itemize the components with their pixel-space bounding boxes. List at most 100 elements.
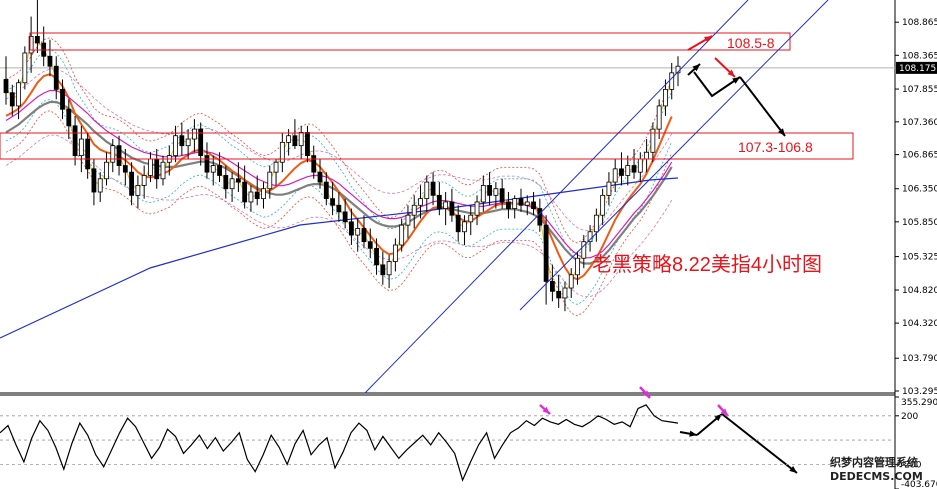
candle-body <box>600 194 606 216</box>
candle-body <box>349 221 354 236</box>
candle-body <box>217 165 222 176</box>
candle-body <box>543 224 549 282</box>
candle-body <box>625 165 631 176</box>
candle-body <box>229 178 235 190</box>
candle-body <box>512 198 518 209</box>
candle-body <box>669 72 675 90</box>
arrow-zigzag <box>693 71 741 98</box>
lower-band-red <box>5 110 673 317</box>
candle-body <box>279 141 285 163</box>
lower-band-pink <box>5 134 673 298</box>
watermark-line1: 织梦内容管理系统 <box>830 455 918 469</box>
arrow-red-down-head <box>727 69 735 77</box>
candle-body <box>267 171 273 190</box>
channel-line-lower <box>519 0 829 311</box>
price-tick-label: 108.365 <box>902 51 937 61</box>
candle-body <box>116 145 122 166</box>
candle-body <box>593 214 599 233</box>
lower-zone-box <box>0 132 854 160</box>
candle-body <box>305 132 310 157</box>
candle-body <box>537 208 543 226</box>
upper-band-teal <box>5 48 673 255</box>
price-tick-label: 103.295 <box>902 387 937 397</box>
cci-line <box>0 404 679 482</box>
watermark-line2: DEDECMS.COM <box>830 470 923 483</box>
candle-body <box>575 257 580 276</box>
candle-body <box>141 175 147 186</box>
candle-body <box>78 138 84 157</box>
candle-body <box>619 168 624 176</box>
candle-body <box>66 108 72 127</box>
candle-body <box>424 181 430 200</box>
cci-tick-label: 355.2906 <box>901 398 937 408</box>
candle-body <box>644 151 649 160</box>
price-grid <box>0 0 896 489</box>
candle-body <box>449 201 455 216</box>
candle-body <box>110 145 116 163</box>
candle-body <box>3 79 9 94</box>
candle-body <box>122 165 128 173</box>
candle-body <box>97 178 103 193</box>
candle-body <box>342 211 348 223</box>
cci-tick-label: -403.670 <box>901 480 937 489</box>
candle-body <box>418 198 423 206</box>
cci-panel: 355.2906 200 -200 -403.670 <box>0 396 937 489</box>
cci-magenta-marker-head <box>720 408 728 416</box>
candle-body <box>254 191 260 200</box>
candle-body <box>656 105 662 130</box>
current-price-box <box>896 61 937 74</box>
candle-body <box>210 165 216 173</box>
candle-body <box>581 241 587 259</box>
candle-body <box>386 261 392 276</box>
candle-body <box>292 135 298 147</box>
candle-body <box>72 125 78 157</box>
candle-body <box>179 135 185 147</box>
price-tick-label: 103.790 <box>902 354 937 364</box>
candle-body <box>273 161 279 173</box>
candle-body <box>493 188 499 196</box>
cci-arrow-down-head <box>789 465 797 473</box>
price-tick-label: 107.360 <box>902 118 937 128</box>
price-axis: 108.865 108.365 107.855 107.360 106.865 106.3… <box>895 18 937 397</box>
candle-body <box>430 181 436 196</box>
candle-body <box>148 158 153 176</box>
price-tick-label: 107.855 <box>902 85 937 95</box>
price-tick-label: 108.865 <box>902 18 937 28</box>
candle-body <box>506 201 511 209</box>
candle-body <box>587 231 593 243</box>
overlays-layer <box>0 0 854 474</box>
candle-body <box>135 185 141 196</box>
arrow-down-long-head <box>778 128 785 136</box>
candle-body <box>154 158 160 180</box>
candle-body <box>524 201 530 206</box>
arrow-up-short-head <box>692 64 700 72</box>
candle-body <box>235 178 241 183</box>
candle-body <box>173 135 178 157</box>
candle-body <box>518 198 524 206</box>
candles-layer <box>3 0 681 312</box>
candle-body <box>568 274 574 289</box>
candle-body <box>85 138 91 170</box>
candle-body <box>562 287 568 299</box>
cci-tick-label: -200 <box>901 460 922 470</box>
candle-body <box>129 171 135 196</box>
price-tick-label: 105.325 <box>902 253 937 263</box>
candle-body <box>91 168 97 193</box>
cci-arrow-right-head <box>689 430 697 437</box>
cci-magenta-marker-head <box>642 390 650 398</box>
cci-tick-label: 200 <box>901 412 918 422</box>
candle-body <box>380 264 386 276</box>
candle-body <box>663 88 668 107</box>
arrow-down-long <box>739 76 786 137</box>
candle-body <box>336 204 342 213</box>
candle-body <box>637 158 643 173</box>
candle-body <box>35 36 40 44</box>
candle-body <box>405 214 411 226</box>
candle-body <box>631 165 637 173</box>
candle-body <box>16 82 21 107</box>
candle-body <box>399 224 405 246</box>
price-tick-label: 104.320 <box>902 319 937 329</box>
candle-body <box>160 161 166 180</box>
